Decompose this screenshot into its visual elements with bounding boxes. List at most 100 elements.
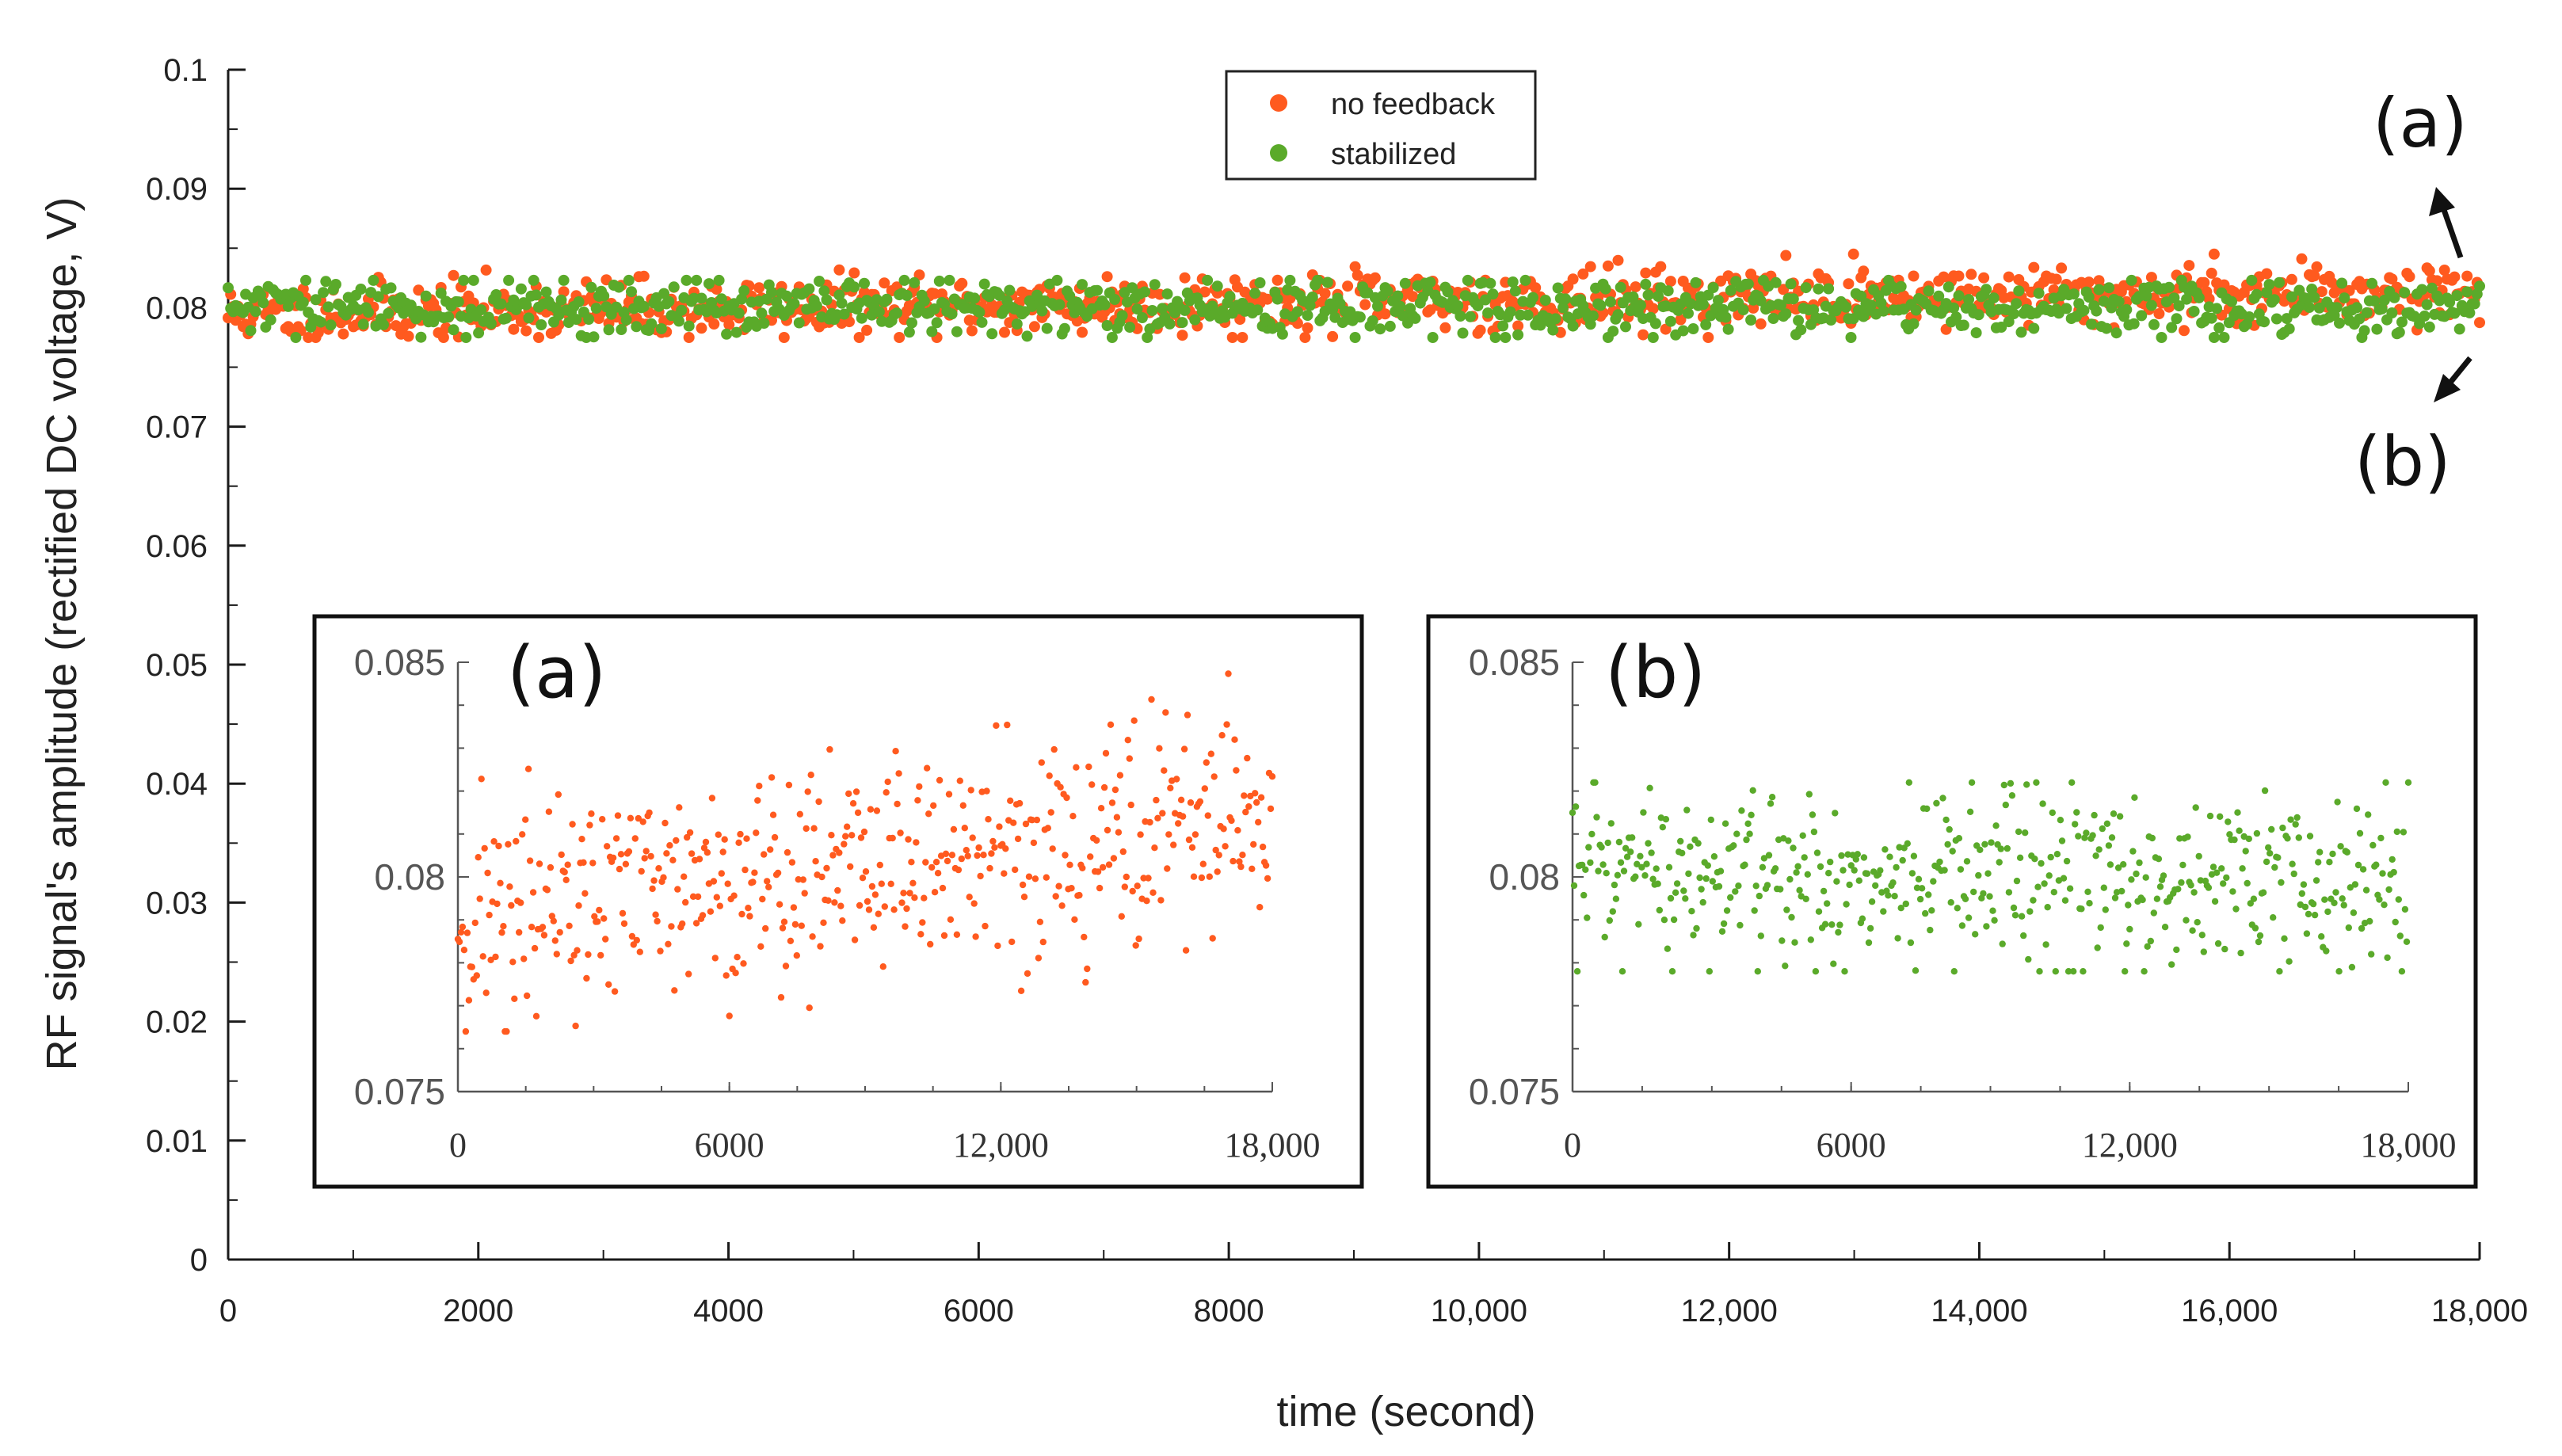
data-point-stabilized (1912, 967, 1920, 974)
data-point-stabilized (2381, 901, 2388, 909)
data-point-stabilized (1427, 332, 1439, 343)
data-point-stabilized (1620, 867, 1628, 875)
data-point-stabilized (2011, 912, 2019, 919)
data-point-no-feedback (1028, 817, 1036, 824)
data-point-stabilized (2033, 779, 2040, 786)
data-point-no-feedback (696, 856, 703, 863)
data-point-no-feedback (1012, 866, 1019, 874)
data-point-stabilized (1833, 878, 1840, 885)
data-point-stabilized (1941, 867, 1948, 874)
y-tick-label: 0.06 (146, 529, 208, 564)
data-point-stabilized (330, 279, 341, 290)
data-point-stabilized (1284, 274, 1296, 286)
annotation-a: (a) (2373, 84, 2468, 163)
data-point-no-feedback (1299, 332, 1311, 343)
data-point-stabilized (2246, 274, 2258, 286)
data-point-stabilized (1763, 882, 1771, 889)
data-point-stabilized (2221, 945, 2228, 953)
data-point-stabilized (2206, 812, 2214, 820)
data-point-stabilized (1963, 294, 1975, 306)
data-point-stabilized (1482, 307, 1494, 319)
data-point-no-feedback (574, 947, 581, 954)
data-point-no-feedback (757, 943, 764, 951)
data-point-no-feedback (468, 963, 475, 970)
data-point-no-feedback (1077, 326, 1088, 338)
data-point-no-feedback (985, 816, 992, 823)
data-point-stabilized (1127, 282, 1138, 294)
data-point-no-feedback (543, 886, 551, 894)
data-point-stabilized (2461, 286, 2473, 298)
data-point-no-feedback (716, 902, 723, 909)
data-point-no-feedback (779, 924, 787, 932)
data-point-no-feedback (991, 844, 998, 852)
data-point-stabilized (1106, 332, 1118, 343)
data-point-stabilized (1791, 939, 1798, 946)
data-point-stabilized (1904, 840, 1911, 848)
data-point-stabilized (1276, 328, 1288, 340)
data-point-stabilized (1915, 875, 1923, 883)
data-point-stabilized (944, 274, 955, 286)
data-point-no-feedback (459, 923, 467, 931)
data-point-stabilized (2128, 876, 2135, 883)
data-point-no-feedback (734, 954, 741, 961)
data-point-stabilized (946, 308, 958, 320)
data-point-no-feedback (1159, 810, 1166, 817)
data-point-stabilized (2220, 880, 2227, 887)
data-point-stabilized (2173, 300, 2185, 312)
data-point-stabilized (245, 325, 257, 337)
data-point-stabilized (2217, 813, 2224, 821)
data-point-no-feedback (810, 825, 818, 832)
data-point-stabilized (2023, 781, 2030, 788)
data-point-stabilized (2298, 890, 2305, 898)
data-point-stabilized (475, 304, 487, 316)
data-point-stabilized (1847, 862, 1855, 869)
data-point-stabilized (1852, 856, 1859, 863)
data-point-no-feedback (932, 859, 940, 866)
y-tick-label: 0.02 (146, 1005, 208, 1040)
data-point-stabilized (1970, 888, 1977, 896)
data-point-stabilized (1146, 305, 1158, 316)
data-point-no-feedback (983, 787, 990, 795)
data-point-no-feedback (848, 832, 856, 839)
data-point-stabilized (1454, 311, 1466, 322)
data-point-no-feedback (1071, 916, 1078, 924)
data-point-no-feedback (1203, 759, 1210, 766)
data-point-no-feedback (955, 866, 963, 874)
x-tick-label: 10,000 (1431, 1294, 1527, 1328)
data-point-no-feedback (715, 831, 722, 838)
data-point-no-feedback (482, 989, 490, 997)
data-point-no-feedback (2198, 276, 2210, 288)
data-point-no-feedback (1130, 717, 1138, 724)
data-point-stabilized (2126, 925, 2133, 933)
data-point-no-feedback (799, 876, 806, 883)
data-point-stabilized (1585, 844, 1592, 851)
data-point-no-feedback (762, 924, 769, 932)
data-point-no-feedback (539, 924, 547, 931)
data-point-no-feedback (925, 810, 932, 818)
data-point-no-feedback (939, 884, 947, 892)
data-point-stabilized (1872, 882, 1879, 890)
data-point-no-feedback (516, 928, 523, 936)
data-point-stabilized (2123, 940, 2130, 947)
data-point-no-feedback (722, 972, 730, 979)
data-point-no-feedback (564, 861, 571, 868)
data-point-stabilized (2312, 877, 2320, 884)
data-point-stabilized (1489, 332, 1501, 343)
data-point-no-feedback (807, 772, 814, 779)
data-point-no-feedback (713, 894, 720, 901)
data-point-stabilized (1641, 872, 1649, 879)
data-point-no-feedback (914, 797, 921, 804)
data-point-stabilized (2404, 779, 2412, 786)
data-point-no-feedback (956, 777, 964, 784)
data-point-no-feedback (817, 943, 824, 950)
data-point-no-feedback (889, 834, 896, 842)
inset-y-tick-label: 0.075 (354, 1071, 445, 1112)
data-point-stabilized (2399, 287, 2411, 299)
data-point-no-feedback (1001, 870, 1008, 877)
data-point-no-feedback (500, 923, 507, 930)
data-point-no-feedback (1156, 745, 1163, 752)
data-point-stabilized (1723, 907, 1731, 914)
data-point-no-feedback (2316, 286, 2328, 298)
data-point-no-feedback (1234, 314, 1246, 326)
data-point-stabilized (2334, 317, 2345, 329)
